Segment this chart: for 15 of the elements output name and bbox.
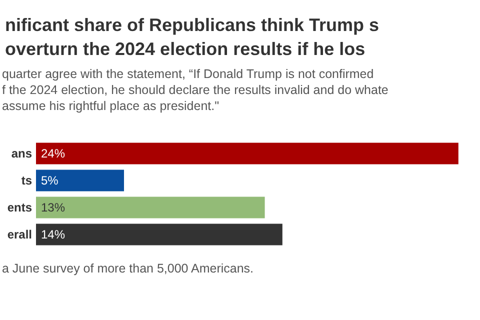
bar [36, 142, 458, 164]
text: a June survey of more than 5,000 Americans. [2, 262, 254, 276]
data-label: 13% [41, 200, 66, 214]
chart-title: nificant share of Republicans think Trump s overturn the 2024 election results if he los [5, 15, 380, 59]
data-label: 24% [41, 146, 66, 160]
y-tick-label: erall [7, 228, 32, 242]
bar [36, 170, 124, 192]
chart-subtitle: quarter agree with the statement, “If Donald Trump is not confirmed f the 2024 election, he should declare the results invalid and do whate assume his rightful place as president." [2, 67, 388, 113]
y-tick-label: ans [11, 146, 32, 160]
bar [36, 224, 282, 246]
y-tick-label: ts [21, 174, 32, 188]
data-label: 5% [41, 174, 59, 188]
data-label: 14% [41, 228, 66, 242]
bar [36, 196, 265, 218]
y-tick-label: ents [7, 200, 32, 214]
